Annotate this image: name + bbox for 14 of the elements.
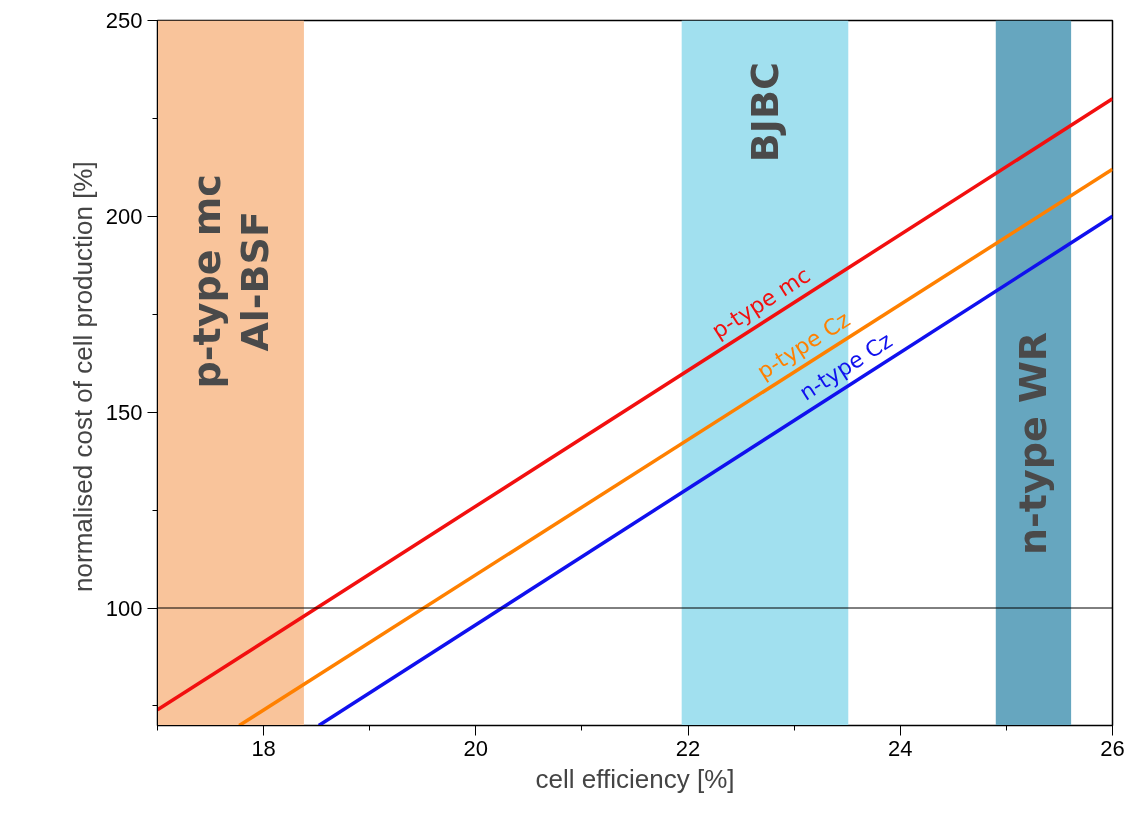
y-tick-label: 150 — [105, 399, 143, 425]
x-tick-label: 18 — [251, 735, 276, 761]
x-tick-label: 26 — [1100, 735, 1125, 761]
band-label: BJBC — [742, 62, 787, 163]
y-tick-label: 100 — [105, 595, 143, 621]
x-axis-title: cell efficiency [%] — [535, 763, 735, 794]
x-tick-label: 22 — [675, 735, 701, 761]
band-label: p-type mc Al-BSF — [184, 174, 277, 389]
x-tick-label: 24 — [888, 735, 913, 761]
y-axis-title: normalised cost of cell production [%] — [67, 161, 98, 592]
band-label: n-type WR — [1011, 331, 1056, 556]
y-tick-label: 200 — [105, 203, 143, 229]
y-tick-label: 250 — [105, 8, 143, 33]
x-tick-label: 20 — [463, 735, 489, 761]
